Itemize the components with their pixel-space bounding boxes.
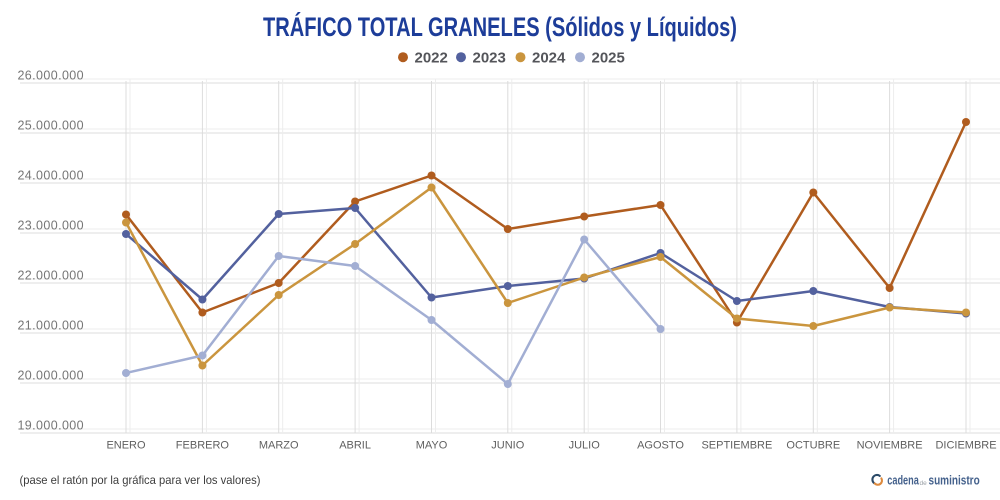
svg-text:21.000.000: 21.000.000 [17,319,84,333]
svg-text:26.000.000: 26.000.000 [17,69,84,83]
svg-text:JULIO: JULIO [569,440,601,452]
svg-text:OCTUBRE: OCTUBRE [786,440,840,452]
svg-text:de: de [920,480,928,487]
svg-text:2025: 2025 [592,49,625,66]
svg-text:23.000.000: 23.000.000 [17,219,84,233]
svg-text:SEPTIEMBRE: SEPTIEMBRE [701,440,772,452]
svg-text:ENERO: ENERO [106,440,146,452]
svg-text:suministro: suministro [929,472,980,487]
svg-text:FEBRERO: FEBRERO [176,440,230,452]
svg-text:19.000.000: 19.000.000 [17,419,84,433]
svg-text:2023: 2023 [473,49,506,66]
svg-text:TRÁFICO TOTAL GRANELES (Sólido: TRÁFICO TOTAL GRANELES (Sólidos y Líquid… [263,11,737,42]
svg-text:22.000.000: 22.000.000 [17,269,84,283]
svg-text:25.000.000: 25.000.000 [17,119,84,133]
svg-text:MARZO: MARZO [259,440,299,452]
svg-text:24.000.000: 24.000.000 [17,169,84,183]
svg-text:AGOSTO: AGOSTO [637,440,684,452]
svg-text:DICIEMBRE: DICIEMBRE [935,440,996,452]
svg-text:2024: 2024 [532,49,566,66]
svg-text:(pase el ratón por la gráfica: (pase el ratón por la gráfica para ver l… [20,473,261,487]
svg-text:2022: 2022 [415,49,448,66]
svg-text:JUNIO: JUNIO [491,440,524,452]
svg-text:NOVIEMBRE: NOVIEMBRE [857,440,923,452]
svg-text:ABRIL: ABRIL [339,440,371,452]
svg-text:20.000.000: 20.000.000 [17,369,84,383]
svg-text:cadena: cadena [887,472,919,487]
svg-text:MAYO: MAYO [416,440,448,452]
